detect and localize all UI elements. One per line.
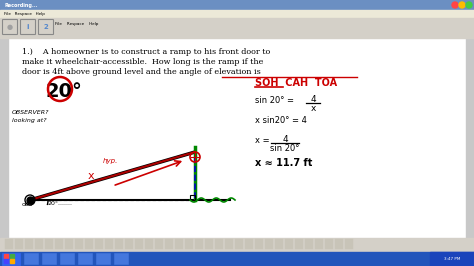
- Bar: [95, 239, 103, 249]
- Bar: [10, 259, 14, 263]
- FancyBboxPatch shape: [20, 19, 36, 35]
- Bar: [255, 239, 263, 249]
- Text: i: i: [27, 24, 29, 30]
- Bar: [114, 253, 128, 264]
- Bar: [8, 38, 466, 238]
- Text: x: x: [88, 171, 94, 181]
- Bar: [265, 239, 273, 249]
- Text: obs: obs: [22, 202, 33, 207]
- Bar: [96, 253, 110, 264]
- Bar: [0, 18, 474, 38]
- Bar: [105, 239, 113, 249]
- Bar: [0, 238, 474, 252]
- Bar: [275, 239, 283, 249]
- Text: 3:47 PM: 3:47 PM: [444, 257, 460, 261]
- Bar: [4, 254, 8, 258]
- Bar: [5, 239, 13, 249]
- Bar: [430, 252, 474, 266]
- Bar: [0, 38, 8, 238]
- Bar: [315, 239, 323, 249]
- Bar: [55, 239, 63, 249]
- Text: SOH  CAH  TOA: SOH CAH TOA: [255, 78, 337, 88]
- Text: 4: 4: [282, 135, 288, 144]
- Circle shape: [466, 2, 472, 8]
- Bar: [115, 239, 123, 249]
- Bar: [45, 239, 53, 249]
- Text: File    Respace    Help: File Respace Help: [55, 22, 99, 26]
- Text: 20°: 20°: [46, 82, 83, 101]
- Bar: [145, 239, 153, 249]
- Text: hyp.: hyp.: [102, 158, 118, 164]
- Bar: [24, 253, 38, 264]
- Text: x =: x =: [255, 136, 270, 145]
- Bar: [25, 239, 33, 249]
- Text: 1.)    A homeowner is to construct a ramp to his front door to: 1.) A homeowner is to construct a ramp t…: [22, 48, 270, 56]
- Bar: [10, 254, 14, 258]
- FancyBboxPatch shape: [2, 19, 18, 35]
- Bar: [466, 38, 474, 238]
- Circle shape: [459, 2, 465, 8]
- Text: File   Respace   Help: File Respace Help: [4, 12, 45, 16]
- Bar: [2, 253, 20, 265]
- Bar: [85, 239, 93, 249]
- Bar: [205, 239, 213, 249]
- Bar: [65, 239, 73, 249]
- Circle shape: [452, 2, 458, 8]
- Bar: [295, 239, 303, 249]
- Bar: [155, 239, 163, 249]
- Bar: [75, 239, 83, 249]
- Bar: [0, 10, 474, 18]
- Bar: [185, 239, 193, 249]
- Bar: [78, 253, 92, 264]
- Bar: [195, 239, 203, 249]
- Text: looking at?: looking at?: [12, 118, 46, 123]
- Bar: [235, 239, 243, 249]
- Bar: [60, 253, 74, 264]
- Text: OBSERVER?: OBSERVER?: [12, 110, 49, 115]
- Text: x ≈ 11.7 ft: x ≈ 11.7 ft: [255, 158, 312, 168]
- Bar: [245, 239, 253, 249]
- Bar: [215, 239, 223, 249]
- Text: sin 20° =: sin 20° =: [255, 96, 294, 105]
- Bar: [225, 239, 233, 249]
- FancyBboxPatch shape: [38, 19, 54, 35]
- Bar: [125, 239, 133, 249]
- Text: Recording...: Recording...: [5, 2, 38, 7]
- Text: 20°.......: 20°.......: [48, 201, 73, 206]
- Bar: [285, 239, 293, 249]
- Bar: [15, 239, 23, 249]
- Bar: [190, 195, 195, 200]
- Bar: [345, 239, 353, 249]
- Bar: [4, 259, 8, 263]
- Text: 4: 4: [310, 95, 316, 104]
- Text: x: x: [310, 104, 316, 113]
- Bar: [35, 239, 43, 249]
- Text: make it wheelchair-accessible.  How long is the ramp if the: make it wheelchair-accessible. How long …: [22, 58, 264, 66]
- Bar: [0, 0, 474, 10]
- Bar: [325, 239, 333, 249]
- Text: door is 4ft above ground level and the angle of elevation is: door is 4ft above ground level and the a…: [22, 68, 261, 76]
- Text: ●: ●: [7, 24, 13, 30]
- Bar: [42, 253, 56, 264]
- Bar: [165, 239, 173, 249]
- Text: x sin20° = 4: x sin20° = 4: [255, 116, 307, 125]
- Text: sin 20°: sin 20°: [270, 144, 300, 153]
- Bar: [175, 239, 183, 249]
- Bar: [0, 252, 474, 266]
- Bar: [135, 239, 143, 249]
- Bar: [305, 239, 313, 249]
- Bar: [335, 239, 343, 249]
- Text: 2: 2: [44, 24, 48, 30]
